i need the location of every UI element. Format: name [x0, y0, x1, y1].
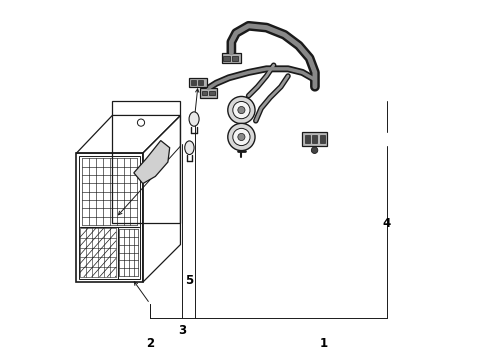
Text: 1: 1 — [320, 337, 328, 350]
Bar — [302, 132, 327, 146]
Circle shape — [233, 102, 250, 119]
Circle shape — [238, 107, 245, 114]
Bar — [223, 55, 230, 61]
Circle shape — [238, 134, 245, 140]
Ellipse shape — [185, 141, 194, 154]
Polygon shape — [134, 140, 170, 184]
Bar — [305, 135, 310, 143]
Circle shape — [233, 129, 250, 145]
Bar — [209, 91, 215, 95]
Bar — [232, 55, 238, 61]
Text: 3: 3 — [178, 324, 186, 337]
Bar — [198, 80, 203, 85]
Ellipse shape — [189, 112, 199, 126]
Circle shape — [228, 96, 255, 124]
Bar — [200, 88, 218, 98]
Bar — [313, 135, 318, 143]
Circle shape — [228, 123, 255, 150]
Bar — [190, 78, 207, 87]
Text: 4: 4 — [383, 216, 391, 230]
Bar — [320, 135, 325, 143]
Text: 2: 2 — [146, 337, 154, 350]
Circle shape — [311, 147, 318, 153]
Bar — [191, 80, 196, 85]
Bar — [202, 91, 207, 95]
Bar — [221, 53, 242, 63]
Text: 5: 5 — [185, 274, 194, 287]
